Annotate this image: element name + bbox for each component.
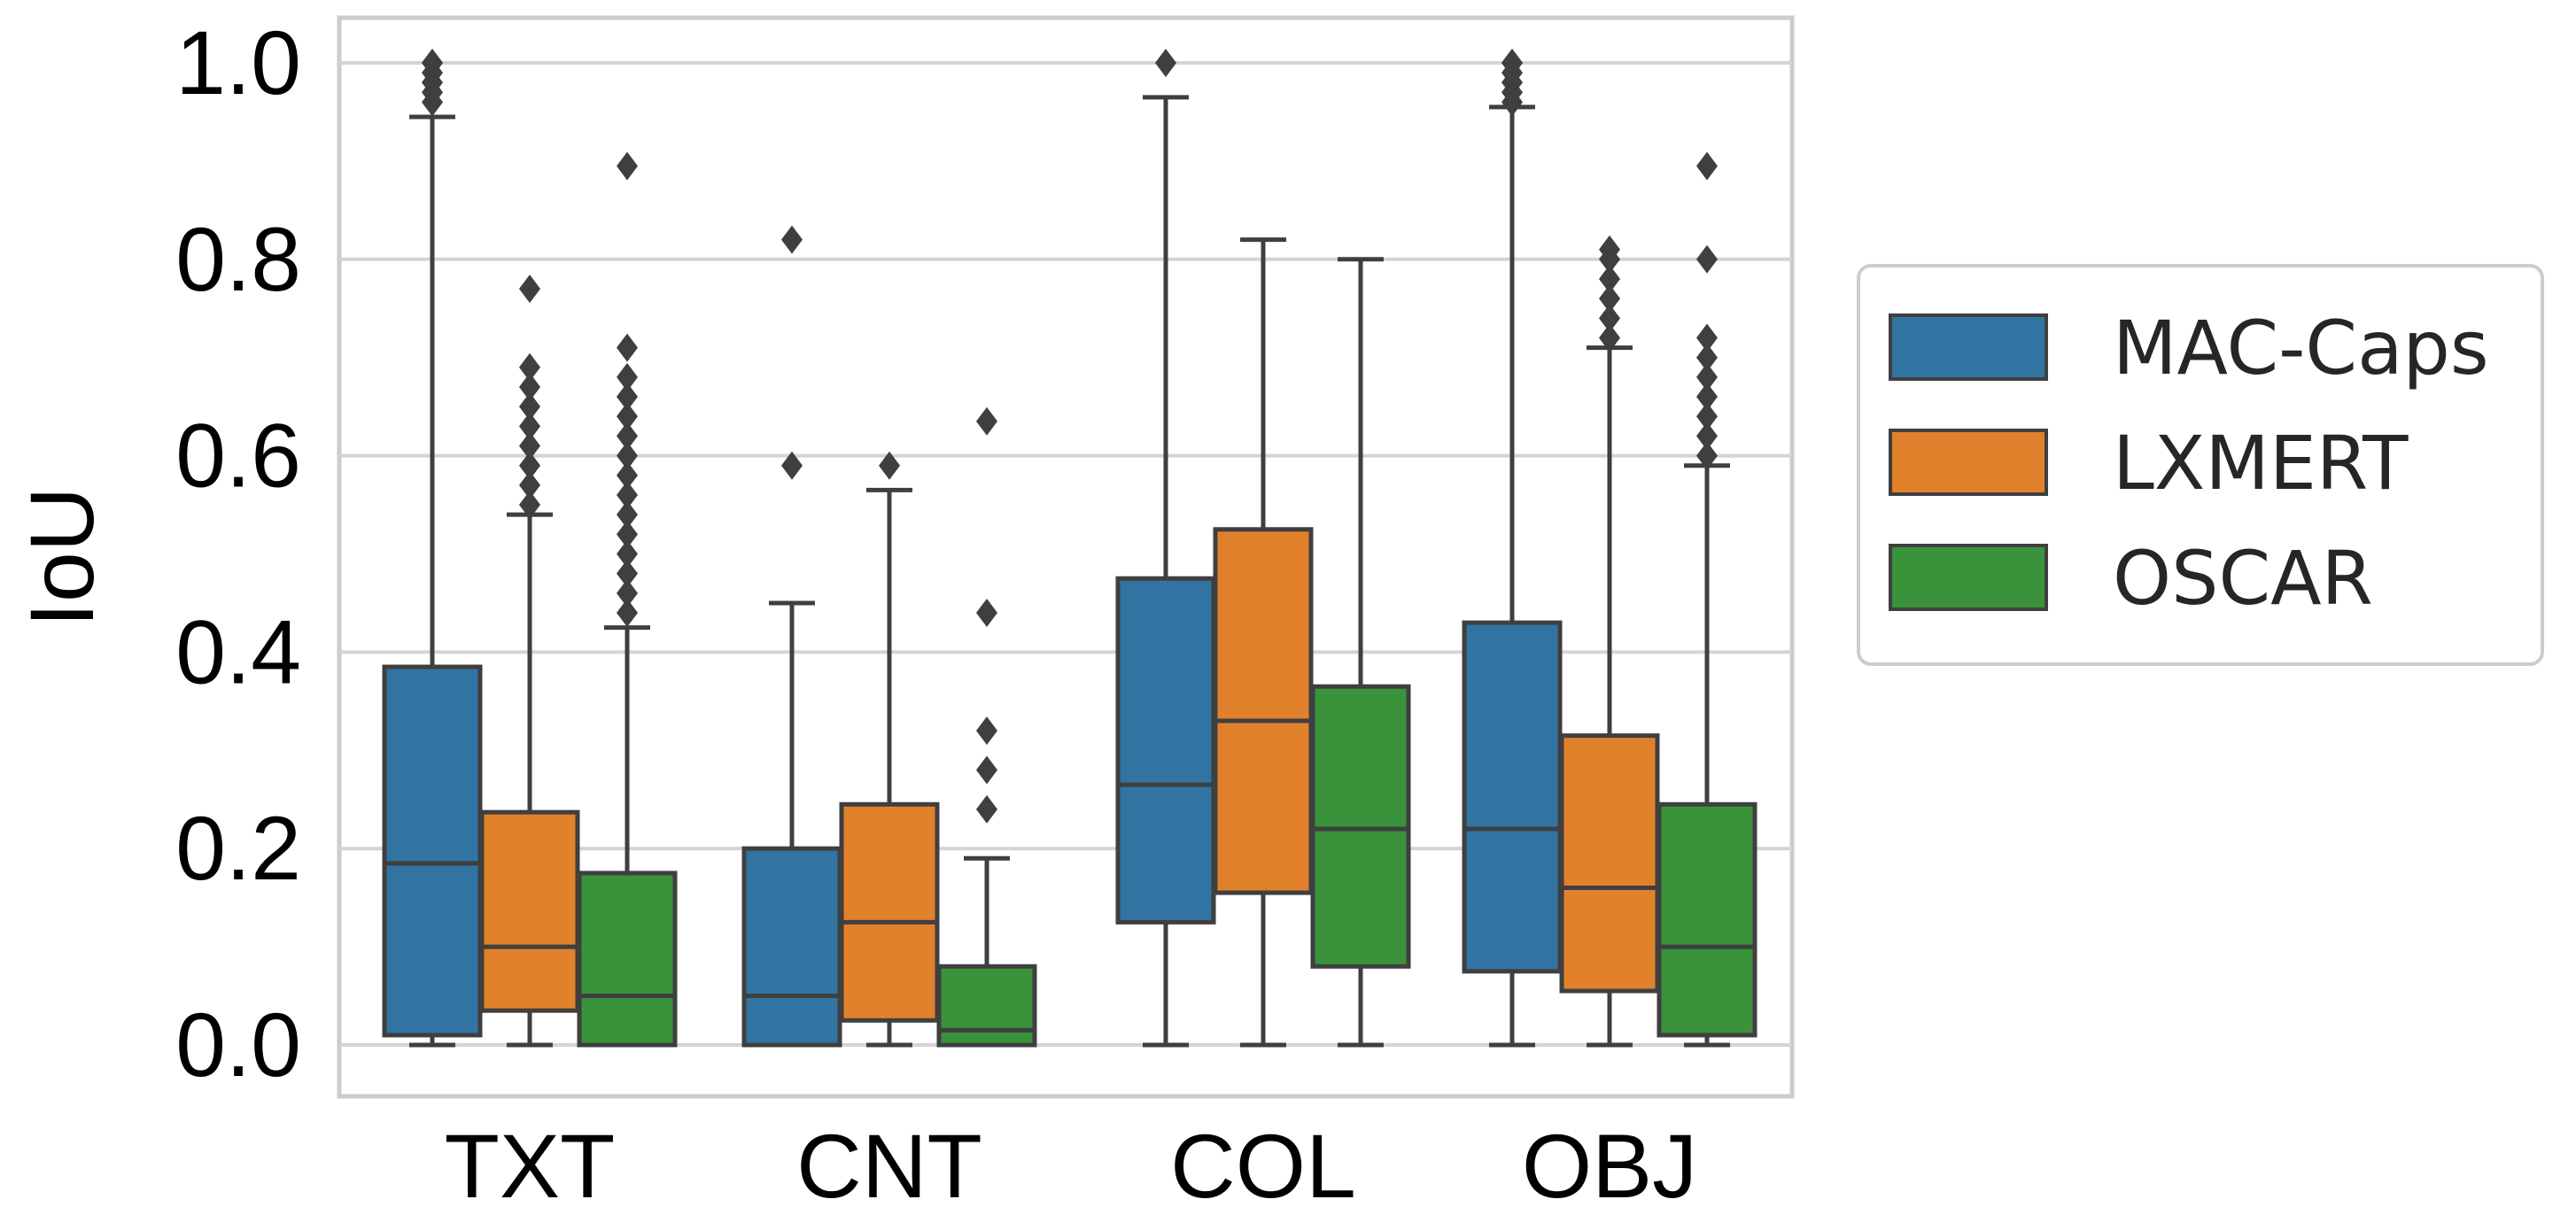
- box-MAC-Caps-COL: [1115, 49, 1216, 1048]
- outlier-point: [617, 333, 638, 362]
- y-tick-label: 1.0: [175, 12, 301, 113]
- box-OSCAR-OBJ: [1657, 151, 1757, 1048]
- outlier-point: [617, 520, 638, 549]
- legend-item: OSCAR: [1889, 535, 2373, 622]
- legend: MAC-Caps LXMERT OSCAR: [1857, 264, 2544, 666]
- y-tick-label: 0.0: [175, 994, 301, 1095]
- x-tick-label: COL: [1170, 1116, 1356, 1215]
- outlier-point: [519, 470, 540, 499]
- iqr-box: [1657, 801, 1757, 1038]
- outlier-point: [519, 372, 540, 401]
- outlier-point: [617, 578, 638, 608]
- outlier-point: [976, 716, 997, 746]
- iqr-box: [479, 809, 580, 1013]
- iqr-box: [1310, 684, 1411, 969]
- iqr-box: [936, 963, 1037, 1048]
- y-tick-label: 0.6: [175, 406, 301, 507]
- legend-swatch: [1889, 544, 2048, 611]
- outlier-point: [781, 225, 803, 254]
- y-tick-labels: 0.0 0.2 0.4 0.6 0.8 1.0: [175, 12, 301, 1095]
- iqr-box: [1213, 527, 1314, 895]
- outlier-point: [976, 599, 997, 628]
- outlier-point: [1696, 422, 1718, 451]
- iqr-box: [741, 846, 842, 1048]
- outlier-point: [1696, 362, 1718, 391]
- outlier-point: [976, 794, 997, 824]
- outlier-point: [1155, 49, 1176, 77]
- legend-swatch: [1889, 313, 2048, 381]
- outlier-point: [1696, 343, 1718, 372]
- outlier-point: [617, 362, 638, 391]
- legend-label: LXMERT: [2113, 420, 2409, 507]
- iqr-box: [1559, 733, 1660, 994]
- outlier-point: [1599, 323, 1620, 352]
- x-tick-label: TXT: [445, 1116, 616, 1215]
- outlier-point: [617, 500, 638, 530]
- box-OSCAR-CNT: [936, 406, 1037, 1048]
- outlier-point: [519, 491, 540, 520]
- outlier-point: [1696, 441, 1718, 470]
- outlier-point: [1696, 402, 1718, 431]
- box-OSCAR-TXT: [577, 151, 678, 1048]
- outlier-point: [617, 559, 638, 588]
- iqr-box: [382, 664, 483, 1038]
- box-LXMERT-TXT: [479, 275, 580, 1048]
- outlier-point: [519, 431, 540, 460]
- box-OSCAR-COL: [1310, 257, 1411, 1048]
- iqr-box: [1115, 576, 1216, 925]
- box-MAC-Caps-TXT: [382, 49, 483, 1048]
- y-axis-label: IoU: [12, 487, 113, 628]
- outlier-point: [879, 451, 900, 480]
- legend-item: MAC-Caps: [1889, 305, 2489, 391]
- outlier-point: [1599, 284, 1620, 313]
- box-LXMERT-COL: [1213, 237, 1314, 1048]
- outlier-point: [617, 441, 638, 470]
- outlier-point: [976, 406, 997, 436]
- outlier-point: [617, 480, 638, 509]
- box-LXMERT-CNT: [839, 451, 940, 1048]
- legend-items: MAC-Caps LXMERT OSCAR: [1889, 305, 2489, 622]
- outlier-point: [1696, 383, 1718, 412]
- iqr-box: [839, 801, 940, 1023]
- iqr-box: [577, 871, 678, 1048]
- legend-label: MAC-Caps: [2113, 305, 2489, 391]
- outlier-point: [617, 383, 638, 412]
- iqr-box: [1462, 620, 1563, 974]
- outlier-point: [519, 451, 540, 480]
- box-MAC-Caps-OBJ: [1462, 49, 1563, 1048]
- outlier-point: [1696, 151, 1718, 181]
- y-tick-label: 0.2: [175, 798, 301, 899]
- outlier-point: [617, 151, 638, 181]
- boxes: [382, 49, 1757, 1048]
- legend-label: OSCAR: [2113, 535, 2373, 622]
- outlier-point: [617, 422, 638, 451]
- outlier-point: [422, 49, 443, 77]
- outlier-point: [1599, 264, 1620, 293]
- outlier-point: [1501, 49, 1523, 77]
- legend-item: LXMERT: [1889, 420, 2409, 507]
- legend-swatch: [1889, 429, 2048, 496]
- outlier-point: [519, 275, 540, 304]
- outlier-point: [1599, 235, 1620, 264]
- outlier-point: [617, 460, 638, 490]
- x-tick-label: CNT: [796, 1116, 982, 1215]
- outlier-point: [1599, 304, 1620, 333]
- outlier-point: [519, 392, 540, 422]
- y-tick-label: 0.4: [175, 601, 301, 702]
- outlier-point: [781, 451, 803, 480]
- x-tick-label: OBJ: [1522, 1116, 1697, 1215]
- box-MAC-Caps-CNT: [741, 225, 842, 1048]
- outlier-point: [1696, 323, 1718, 352]
- outlier-point: [617, 539, 638, 569]
- outlier-point: [1696, 244, 1718, 274]
- box-LXMERT-OBJ: [1559, 235, 1660, 1048]
- outlier-point: [519, 352, 540, 382]
- outlier-point: [617, 599, 638, 628]
- outlier-point: [976, 755, 997, 785]
- x-tick-labels: TXT CNT COL OBJ: [445, 1116, 1698, 1215]
- outlier-point: [519, 412, 540, 441]
- outlier-point: [617, 402, 638, 431]
- y-tick-label: 0.8: [175, 209, 301, 310]
